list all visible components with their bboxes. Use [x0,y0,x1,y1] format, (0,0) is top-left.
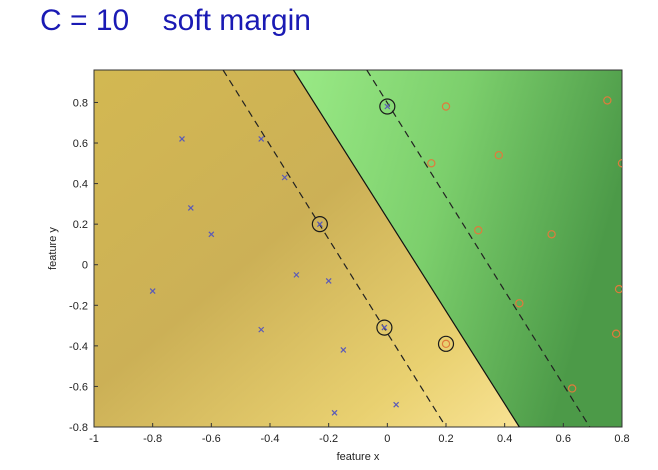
positive-point [603,96,612,105]
x-marker-stroke [258,136,265,142]
x-marker-stroke [384,103,391,110]
y-tick-label: -0.6 [69,381,88,393]
positive-point [441,102,451,111]
x-axis-label: feature x [337,451,380,463]
x-marker-stroke [325,278,332,284]
x-tick-label: -0.8 [143,433,162,445]
support-vector-ring [376,319,393,336]
x-tick-label: 0.6 [556,433,571,445]
x-marker-stroke [258,326,265,333]
x-marker-stroke [149,288,156,295]
y-tick-label: -0.2 [69,300,88,312]
negative-point [381,324,388,331]
x-tick-label: 0.2 [438,433,453,445]
y-tick-label: 0.4 [73,179,88,191]
negative-point [187,205,194,211]
y-tick-label: -0.8 [69,422,88,434]
support-vector-ring [379,98,396,115]
negative-region [94,70,520,427]
positive-point [567,384,577,393]
x-marker-stroke [293,271,300,278]
x-tick-label: -0.2 [319,433,338,445]
y-tick-label: -0.4 [69,341,88,353]
decision-boundary-line [292,70,520,427]
negative-point [149,288,156,295]
x-marker-stroke [340,346,347,353]
negative-point [384,103,391,110]
x-tick-label: -1 [89,433,99,445]
y-tick-label: 0 [82,260,88,272]
positive-point [614,284,622,294]
positive-point [427,159,436,168]
negative-point [340,346,347,353]
negative-point [258,136,265,142]
positive-region [293,70,622,427]
y-tick-label: 0.8 [73,97,88,109]
x-marker-stroke [179,136,185,142]
x-tick-label: -0.4 [261,433,280,445]
positive-point [515,299,524,308]
positive-point [441,339,451,349]
negative-point [331,409,338,416]
x-marker-stroke [281,174,288,181]
negative-point [293,271,300,278]
negative-point [179,136,185,142]
support-vector-ring [311,216,328,233]
y-tick-label: 0.6 [73,138,88,150]
slide-title: C = 10 soft margin [40,4,311,37]
x-marker-stroke [331,409,338,416]
negative-point [281,174,288,181]
x-marker-stroke [393,401,400,408]
margin-line-2 [366,70,591,427]
y-axis-label: feature y [47,227,59,270]
x-tick-label: 0.8 [614,433,629,445]
negative-point [316,221,323,228]
x-marker-stroke [316,221,323,228]
support-vector-ring [437,335,455,352]
x-marker-stroke [187,205,194,211]
x-marker-stroke [381,324,388,331]
x-tick-label: 0.4 [497,433,512,445]
negative-point [208,231,215,238]
negative-point [325,278,332,284]
plot-frame [93,69,623,428]
positive-point [494,150,503,160]
x-tick-label: -0.6 [202,433,221,445]
x-tick-label: 0 [384,433,390,445]
positive-point [611,329,621,338]
y-tick-label: 0.2 [73,219,88,231]
negative-point [393,401,400,408]
negative-point [258,326,265,333]
margin-line-1 [222,70,447,427]
positive-point [547,230,556,239]
positive-point [474,226,483,235]
x-marker-stroke [208,231,215,238]
positive-point [617,159,622,168]
